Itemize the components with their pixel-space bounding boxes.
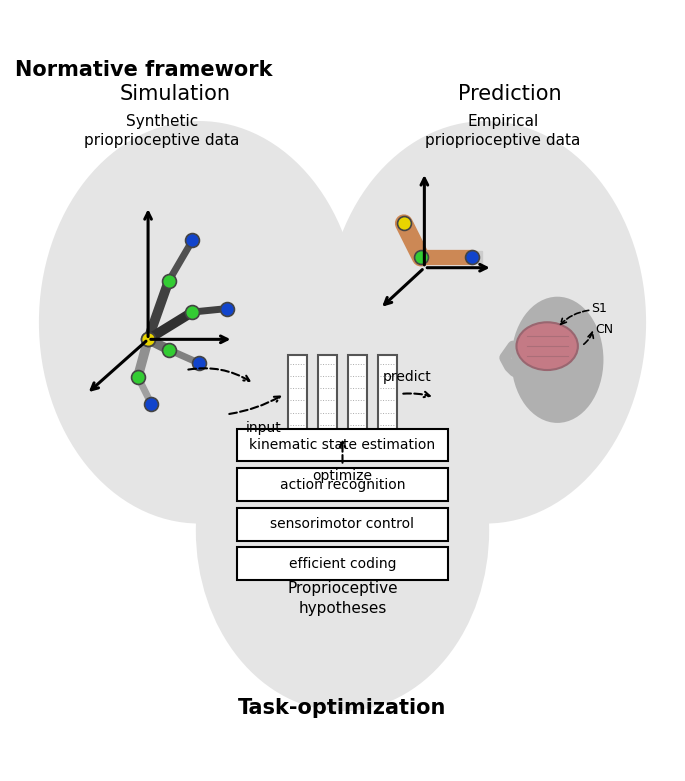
Text: Normative framework: Normative framework — [15, 60, 273, 80]
Ellipse shape — [511, 297, 603, 423]
Text: kinematic state estimation: kinematic state estimation — [249, 438, 436, 452]
FancyBboxPatch shape — [237, 508, 448, 540]
Ellipse shape — [325, 121, 646, 523]
Text: Proprioceptive
hypotheses: Proprioceptive hypotheses — [287, 581, 398, 616]
FancyBboxPatch shape — [237, 429, 448, 462]
Text: action recognition: action recognition — [279, 478, 406, 492]
Text: optimize: optimize — [312, 469, 373, 483]
Text: CN: CN — [595, 323, 613, 336]
FancyBboxPatch shape — [237, 547, 448, 580]
Text: input: input — [246, 421, 282, 435]
Ellipse shape — [516, 323, 578, 370]
Text: Simulation: Simulation — [120, 84, 231, 104]
FancyBboxPatch shape — [288, 355, 307, 433]
Text: Prediction: Prediction — [458, 84, 562, 104]
Text: efficient coding: efficient coding — [289, 557, 396, 571]
Text: predict: predict — [383, 370, 432, 383]
Ellipse shape — [39, 121, 360, 523]
FancyBboxPatch shape — [237, 469, 448, 501]
FancyBboxPatch shape — [318, 355, 337, 433]
Text: Task-optimization: Task-optimization — [238, 697, 447, 718]
Text: S1: S1 — [592, 302, 608, 315]
FancyBboxPatch shape — [378, 355, 397, 433]
Text: sensorimotor control: sensorimotor control — [271, 517, 414, 531]
FancyBboxPatch shape — [348, 355, 367, 433]
Ellipse shape — [196, 350, 489, 711]
Text: Empirical
prioprioceptive data: Empirical prioprioceptive data — [425, 115, 580, 148]
Text: Synthetic
prioprioceptive data: Synthetic prioprioceptive data — [84, 115, 239, 148]
